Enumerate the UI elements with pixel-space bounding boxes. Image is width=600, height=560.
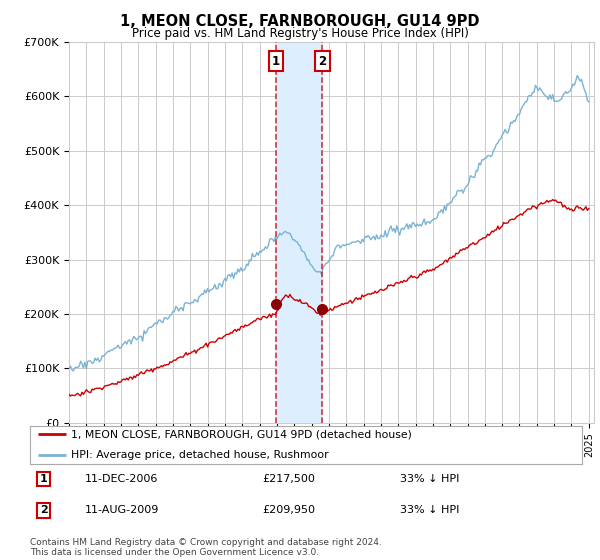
Text: £209,950: £209,950 — [262, 505, 315, 515]
Text: 1, MEON CLOSE, FARNBOROUGH, GU14 9PD: 1, MEON CLOSE, FARNBOROUGH, GU14 9PD — [120, 14, 480, 29]
Text: 1: 1 — [272, 54, 280, 68]
Text: Price paid vs. HM Land Registry's House Price Index (HPI): Price paid vs. HM Land Registry's House … — [131, 27, 469, 40]
Text: £217,500: £217,500 — [262, 474, 315, 484]
Text: 33% ↓ HPI: 33% ↓ HPI — [400, 505, 459, 515]
Text: 1: 1 — [40, 474, 47, 484]
Text: 11-AUG-2009: 11-AUG-2009 — [85, 505, 160, 515]
Text: 11-DEC-2006: 11-DEC-2006 — [85, 474, 158, 484]
Bar — [276, 42, 322, 423]
Text: 1, MEON CLOSE, FARNBOROUGH, GU14 9PD (detached house): 1, MEON CLOSE, FARNBOROUGH, GU14 9PD (de… — [71, 430, 412, 440]
Text: 2: 2 — [318, 54, 326, 68]
Text: Contains HM Land Registry data © Crown copyright and database right 2024.
This d: Contains HM Land Registry data © Crown c… — [30, 538, 382, 557]
Text: HPI: Average price, detached house, Rushmoor: HPI: Average price, detached house, Rush… — [71, 450, 329, 460]
Text: 2: 2 — [40, 505, 47, 515]
Text: 33% ↓ HPI: 33% ↓ HPI — [400, 474, 459, 484]
